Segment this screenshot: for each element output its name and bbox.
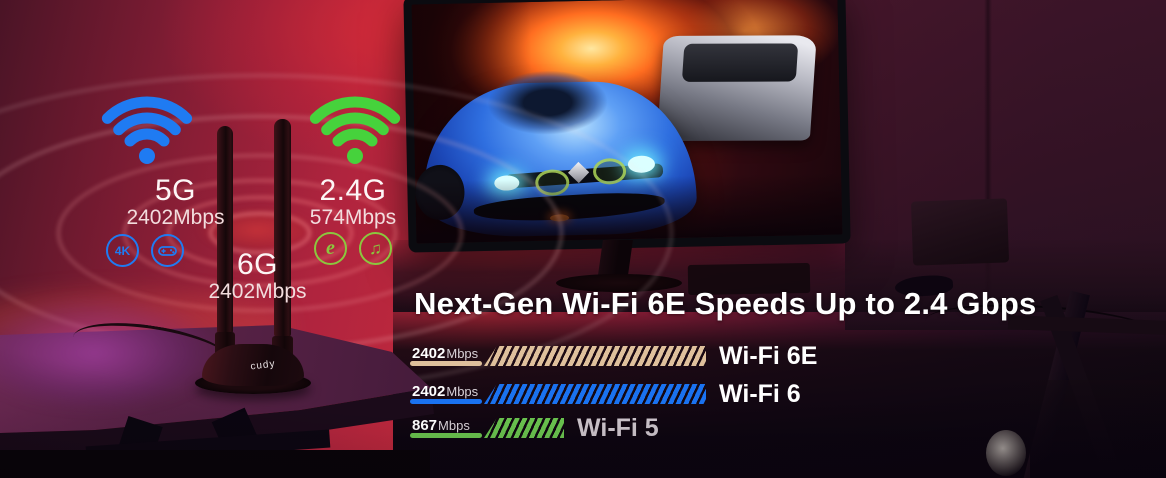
silver-car xyxy=(657,35,818,142)
chart-value-wrap: 867Mbps xyxy=(410,417,484,438)
chart-value-number: 2402 xyxy=(412,345,446,362)
chart-value-number: 867 xyxy=(412,417,438,434)
speed-label-5g: 2402Mbps xyxy=(126,206,225,229)
chart-row-wifi6: 2402Mbps Wi-Fi 6 xyxy=(410,380,801,408)
badges-24g: e ♫ xyxy=(314,232,392,265)
chart-value: 2402Mbps xyxy=(412,383,478,400)
chart-value-number: 2402 xyxy=(412,383,446,400)
chart-underbar xyxy=(410,433,482,438)
band-label-5g: 5G xyxy=(154,174,197,207)
speed-label-24g: 574Mbps xyxy=(309,206,397,229)
silver-car-windshield xyxy=(682,44,799,83)
floor-dark xyxy=(0,450,430,478)
badges-5g: 4K xyxy=(106,234,184,267)
chart-underbar xyxy=(410,361,482,366)
band-label-24g: 2.4G xyxy=(319,174,387,207)
headline: Next-Gen Wi-Fi 6E Speeds Up to 2.4 Gbps xyxy=(414,286,1037,321)
chart-label-wifi6e: Wi-Fi 6E xyxy=(719,342,818,370)
chart-value-wrap: 2402Mbps xyxy=(410,383,484,404)
chart-row-wifi5: 867Mbps Wi-Fi 5 xyxy=(410,414,659,442)
chart-row-wifi6e: 2402Mbps Wi-Fi 6E xyxy=(410,342,818,370)
chart-value-wrap: 2402Mbps xyxy=(410,345,484,366)
chart-label-wifi6: Wi-Fi 6 xyxy=(719,380,801,408)
wifi-icon-24g xyxy=(305,88,405,171)
speaker-box xyxy=(910,198,1010,266)
chart-bar-wifi6e xyxy=(484,346,706,366)
band-label-6g: 6G xyxy=(236,248,279,281)
gamepad-icon xyxy=(151,234,184,267)
chart-value-unit: Mbps xyxy=(446,384,479,399)
music-note-icon: ♫ xyxy=(359,232,392,265)
speed-label-6g: 2402Mbps xyxy=(208,280,307,303)
chart-value: 867Mbps xyxy=(412,417,470,434)
chart-bar-wifi5 xyxy=(484,418,564,438)
pc-case-shadow xyxy=(1030,380,1166,478)
chart-value: 2402Mbps xyxy=(412,345,478,362)
uhd-4k-icon: 4K xyxy=(106,234,139,267)
browser-e-icon: e xyxy=(314,232,347,265)
chart-bar-wifi6 xyxy=(484,384,706,404)
chart-underbar xyxy=(410,399,482,404)
wifi-icon-5g xyxy=(97,88,197,171)
chart-value-unit: Mbps xyxy=(438,418,470,433)
pc-fan-circle xyxy=(986,430,1026,476)
chart-label-wifi5: Wi-Fi 5 xyxy=(577,414,659,442)
chart-value-unit: Mbps xyxy=(446,346,479,361)
